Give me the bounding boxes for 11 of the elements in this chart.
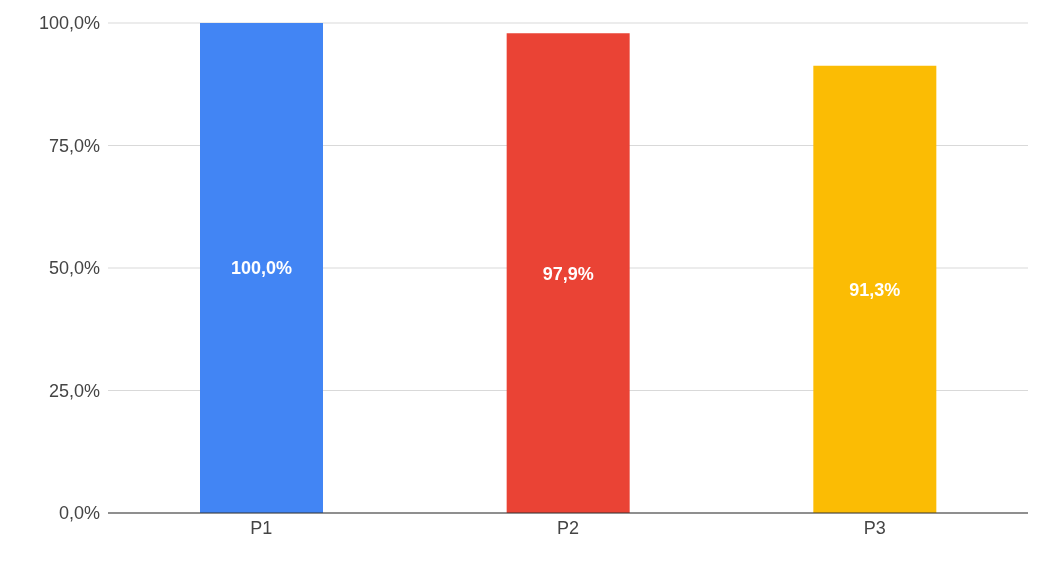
y-tick-label: 75,0%	[48, 135, 100, 156]
y-tick-label: 25,0%	[48, 380, 100, 401]
x-tick-label: P1	[250, 517, 273, 538]
data-label: 97,9%	[542, 263, 594, 284]
y-tick-label: 50,0%	[48, 258, 100, 279]
y-tick-label: 0,0%	[58, 503, 100, 524]
data-label: 100,0%	[230, 258, 293, 279]
x-tick-label: P3	[863, 517, 886, 538]
y-tick-label: 100,0%	[38, 13, 100, 34]
x-tick-label: P2	[556, 517, 580, 538]
data-label: 91,3%	[849, 279, 901, 300]
